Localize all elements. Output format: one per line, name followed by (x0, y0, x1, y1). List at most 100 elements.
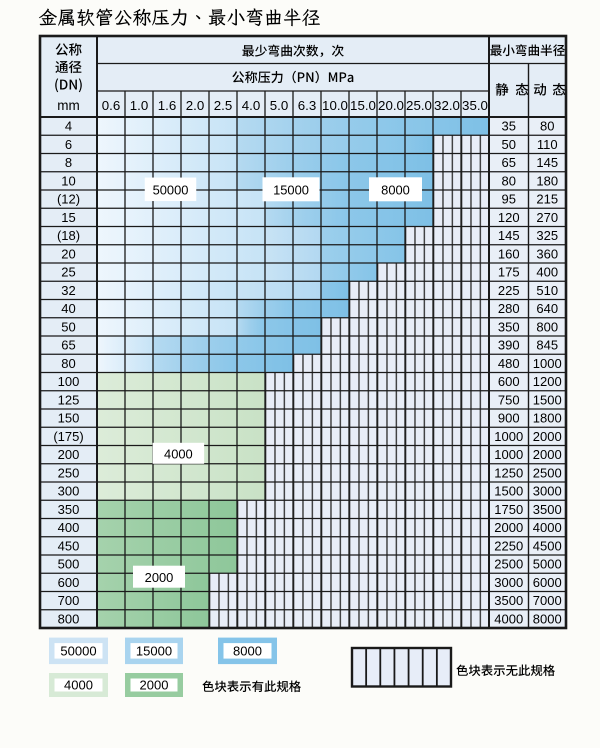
svg-text:80: 80 (61, 356, 75, 371)
svg-text:15.0: 15.0 (350, 98, 376, 113)
svg-text:600: 600 (58, 575, 80, 590)
svg-text:2000: 2000 (533, 447, 562, 462)
svg-text:120: 120 (498, 210, 520, 225)
svg-text:2000: 2000 (533, 429, 562, 444)
svg-text:4500: 4500 (533, 538, 562, 553)
svg-text:1750: 1750 (494, 502, 523, 517)
svg-text:6: 6 (65, 137, 72, 152)
svg-text:160: 160 (498, 246, 520, 261)
svg-text:8000: 8000 (533, 611, 562, 626)
svg-text:2000: 2000 (494, 520, 523, 535)
svg-text:3500: 3500 (494, 593, 523, 608)
svg-text:270: 270 (536, 210, 558, 225)
svg-text:80: 80 (540, 119, 554, 134)
svg-text:25.0: 25.0 (406, 98, 432, 113)
svg-text:325: 325 (536, 228, 558, 243)
svg-text:2000: 2000 (145, 570, 174, 585)
svg-text:750: 750 (498, 392, 520, 407)
svg-text:1250: 1250 (494, 465, 523, 480)
svg-text:15: 15 (61, 210, 75, 225)
svg-text:145: 145 (498, 228, 520, 243)
svg-text:5000: 5000 (533, 557, 562, 572)
svg-text:1500: 1500 (494, 484, 523, 499)
svg-text:215: 215 (536, 192, 558, 207)
svg-text:640: 640 (536, 301, 558, 316)
svg-text:50: 50 (61, 319, 75, 334)
svg-text:800: 800 (58, 611, 80, 626)
svg-text:4000: 4000 (494, 611, 523, 626)
svg-text:8000: 8000 (381, 182, 410, 197)
svg-text:1.6: 1.6 (158, 98, 177, 113)
svg-text:25: 25 (61, 265, 75, 280)
svg-text:110: 110 (537, 137, 558, 152)
svg-text:350: 350 (498, 319, 520, 334)
svg-text:225: 225 (498, 283, 520, 298)
svg-text:20.0: 20.0 (378, 98, 404, 113)
svg-text:95: 95 (502, 192, 516, 207)
svg-text:2500: 2500 (494, 557, 523, 572)
svg-text:(12): (12) (57, 192, 80, 207)
svg-text:50: 50 (502, 137, 516, 152)
svg-text:4000: 4000 (64, 678, 93, 693)
svg-text:6.3: 6.3 (298, 98, 317, 113)
svg-text:2.0: 2.0 (186, 98, 205, 113)
svg-text:65: 65 (61, 338, 75, 353)
svg-text:900: 900 (498, 411, 520, 426)
svg-text:3500: 3500 (533, 502, 562, 517)
svg-text:450: 450 (58, 538, 80, 553)
svg-text:600: 600 (498, 374, 520, 389)
svg-text:1.0: 1.0 (130, 98, 149, 113)
svg-text:400: 400 (536, 265, 558, 280)
svg-text:50000: 50000 (60, 644, 96, 659)
svg-text:200: 200 (58, 447, 80, 462)
svg-text:350: 350 (58, 502, 80, 517)
svg-text:1800: 1800 (533, 411, 562, 426)
svg-text:175: 175 (498, 265, 520, 280)
svg-text:mm: mm (57, 98, 80, 113)
svg-text:(18): (18) (57, 228, 80, 243)
svg-text:10.0: 10.0 (322, 98, 348, 113)
svg-text:10: 10 (61, 173, 75, 188)
svg-text:480: 480 (498, 356, 520, 371)
svg-text:510: 510 (536, 283, 558, 298)
svg-text:15000: 15000 (136, 644, 172, 659)
svg-text:7000: 7000 (533, 593, 562, 608)
svg-text:360: 360 (536, 246, 558, 261)
svg-text:400: 400 (58, 520, 80, 535)
svg-text:250: 250 (58, 465, 80, 480)
svg-text:35: 35 (502, 119, 516, 134)
svg-text:800: 800 (536, 319, 558, 334)
svg-text:100: 100 (58, 374, 80, 389)
svg-text:145: 145 (536, 155, 558, 170)
svg-text:4.0: 4.0 (242, 98, 261, 113)
svg-text:3000: 3000 (533, 484, 562, 499)
svg-text:150: 150 (58, 411, 80, 426)
svg-text:4000: 4000 (533, 520, 562, 535)
svg-text:1000: 1000 (533, 356, 562, 371)
svg-text:8: 8 (65, 155, 72, 170)
svg-text:1000: 1000 (494, 429, 523, 444)
svg-text:6000: 6000 (533, 575, 562, 590)
svg-text:32: 32 (61, 283, 75, 298)
svg-text:1500: 1500 (533, 392, 562, 407)
svg-text:35.0: 35.0 (462, 98, 488, 113)
svg-text:(175): (175) (53, 429, 83, 444)
svg-text:8000: 8000 (233, 644, 262, 659)
svg-text:2.5: 2.5 (214, 98, 233, 113)
svg-text:845: 845 (536, 338, 558, 353)
svg-text:40: 40 (61, 301, 75, 316)
svg-text:2250: 2250 (494, 538, 523, 553)
svg-text:300: 300 (58, 484, 80, 499)
svg-text:20: 20 (61, 246, 75, 261)
svg-text:0.6: 0.6 (102, 98, 121, 113)
svg-text:280: 280 (498, 301, 520, 316)
svg-text:65: 65 (502, 155, 516, 170)
svg-text:15000: 15000 (273, 182, 309, 197)
svg-text:390: 390 (498, 338, 520, 353)
svg-text:2000: 2000 (140, 678, 169, 693)
svg-text:4: 4 (65, 119, 72, 134)
svg-text:700: 700 (58, 593, 80, 608)
svg-text:2500: 2500 (533, 465, 562, 480)
svg-text:3000: 3000 (494, 575, 523, 590)
svg-text:1000: 1000 (494, 447, 523, 462)
